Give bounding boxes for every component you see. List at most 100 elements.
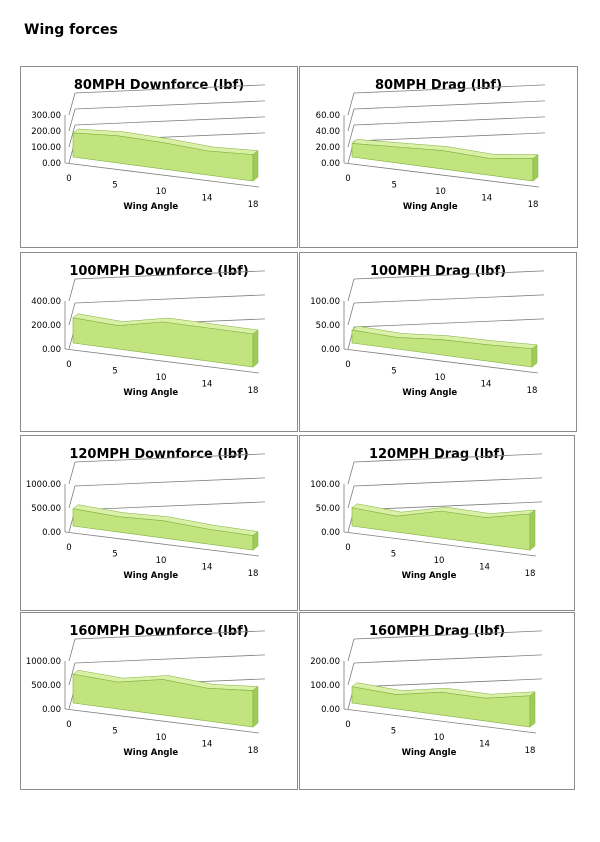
x-tick-label: 5 [112,727,117,737]
chart-title: 100MPH Downforce (lbf) [69,264,249,279]
x-axis-line [64,348,260,374]
y-gridline [353,294,545,304]
area-end-face [252,329,259,368]
area-end-face [532,154,539,182]
x-tick-label: 0 [345,543,350,553]
area-end-face [531,344,538,368]
area-chart-3d: 1000.00 500.00 0.00 0 5 10 14 18 Wing Angle [26,630,266,758]
y-grid-connector [347,461,355,485]
y-tick-label: 0.00 [42,345,61,355]
y-gridline [74,477,266,487]
x-tick-label: 10 [434,556,445,566]
x-tick-label: 0 [66,174,71,184]
y-gridline [74,84,266,94]
chart-title: 80MPH Drag (lbf) [374,78,503,93]
x-axis-line [343,708,537,734]
y-grid-connector [347,302,355,326]
y-tick-label: 100.00 [310,297,340,307]
y-tick-label: 100.00 [310,480,340,490]
y-tick-label: 500.00 [31,681,61,691]
y-tick-label: 0.00 [321,528,340,538]
y-gridline [74,654,266,664]
y-grid-connector [347,108,355,132]
x-axis-title: Wing Angle [402,388,457,398]
x-tick-label: 18 [527,386,538,396]
x-tick-label: 14 [481,380,492,390]
chart-title: 120MPH Downforce (lbf) [69,447,249,462]
y-grid-connector [68,302,76,326]
area-front-face [72,673,254,728]
y-tick-label: 200.00 [31,321,61,331]
x-axis-title: Wing Angle [123,571,178,581]
x-axis-line [64,162,260,188]
area-end-face [252,685,259,728]
y-gridline [74,116,266,126]
y-tick-label: 60.00 [316,111,340,121]
x-axis-line [343,531,537,557]
y-gridline [353,477,543,487]
y-tick-label: 20.00 [316,143,340,153]
x-tick-label: 14 [202,194,213,204]
x-tick-label: 0 [66,360,71,370]
x-axis-title: Wing Angle [402,571,457,581]
area-chart-3d: 400.00 200.00 0.00 0 5 10 14 18 Wing Angle [31,270,266,398]
y-tick-label: 200.00 [310,657,340,667]
y-gridline [353,678,543,688]
x-tick-label: 18 [248,746,259,756]
x-tick-label: 5 [112,367,117,377]
x-tick-label: 10 [435,373,446,383]
y-tick-label: 40.00 [316,127,340,137]
y-grid-connector [68,92,76,116]
y-grid-connector [68,124,76,148]
x-tick-label: 18 [248,569,259,579]
y-gridline [74,501,266,511]
y-tick-label: 0.00 [42,159,61,169]
y-gridline [74,270,266,280]
chart-panel: 80MPH Drag (lbf) 60.00 40.00 20.00 0.00 0 5 10 1… [299,66,578,248]
area-chart-3d: 60.00 40.00 20.00 0.00 0 5 10 14 18 Wing Angle [316,84,546,212]
x-tick-label: 18 [525,569,536,579]
y-grid-connector [68,461,76,485]
x-tick-label: 10 [156,556,167,566]
chart-panel: 100MPH Downforce (lbf) 400.00 200.00 0.00 0 5… [20,252,298,432]
x-tick-label: 10 [156,373,167,383]
y-gridline [74,630,266,640]
y-tick-label: 1000.00 [26,657,61,667]
x-tick-label: 0 [66,543,71,553]
y-tick-label: 300.00 [31,111,61,121]
x-tick-label: 0 [66,720,71,730]
x-tick-label: 18 [248,386,259,396]
x-tick-label: 14 [202,380,213,390]
y-grid-connector [347,662,355,686]
x-axis-line [343,162,540,188]
y-tick-label: 500.00 [31,504,61,514]
x-axis-line [64,708,260,734]
chart-panel: 120MPH Downforce (lbf) 1000.00 500.00 0.00 0… [20,435,298,611]
area-end-face [252,150,259,182]
y-tick-label: 400.00 [31,297,61,307]
x-tick-label: 0 [345,720,350,730]
y-grid-connector [68,108,76,132]
y-tick-label: 0.00 [42,528,61,538]
x-axis-title: Wing Angle [402,748,457,758]
y-tick-label: 0.00 [321,705,340,715]
y-gridline [353,100,546,110]
y-tick-label: 0.00 [321,159,340,169]
y-tick-label: 50.00 [316,321,340,331]
x-tick-label: 14 [481,194,492,204]
y-gridline [353,270,545,280]
y-gridline [353,318,545,328]
x-tick-label: 5 [391,550,396,560]
y-tick-label: 100.00 [310,681,340,691]
chart-panel: 160MPH Drag (lbf) 200.00 100.00 0.00 0 5 10 14 1… [299,612,575,790]
x-tick-label: 5 [112,550,117,560]
chart-title: 80MPH Downforce (lbf) [73,78,245,93]
x-tick-label: 18 [525,746,536,756]
y-tick-label: 0.00 [42,705,61,715]
y-grid-connector [347,485,355,509]
x-axis-line [343,348,539,374]
y-grid-connector [347,638,355,662]
area-front-face [72,317,254,368]
x-tick-label: 14 [479,563,490,573]
area-end-face [529,509,536,551]
